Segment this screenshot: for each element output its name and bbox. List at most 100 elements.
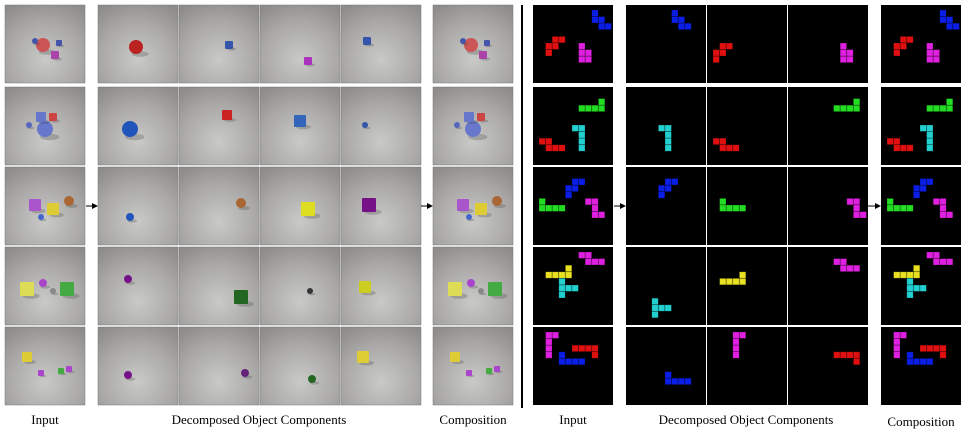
block [598, 23, 604, 29]
block [933, 50, 939, 56]
block [733, 339, 739, 345]
object [51, 51, 59, 59]
block [665, 185, 671, 191]
block [907, 36, 913, 42]
block [913, 192, 919, 198]
block [853, 198, 859, 204]
object [38, 370, 44, 376]
block [585, 56, 591, 62]
image [788, 247, 868, 325]
block [579, 252, 585, 258]
object [464, 112, 474, 122]
block [900, 43, 906, 49]
image [626, 247, 706, 325]
block [559, 285, 565, 291]
block [579, 105, 585, 111]
image [260, 5, 340, 83]
image [341, 167, 421, 245]
block [713, 138, 719, 144]
block [685, 378, 691, 384]
column-label: Decomposed Object Components [659, 412, 834, 427]
block [665, 305, 671, 311]
block [565, 285, 571, 291]
block [672, 179, 678, 185]
block [665, 138, 671, 144]
block [726, 278, 732, 284]
object [66, 366, 72, 372]
block [900, 145, 906, 151]
block [592, 345, 598, 351]
block [672, 17, 678, 23]
block [539, 198, 545, 204]
object [236, 198, 246, 208]
block [652, 311, 658, 317]
block [546, 332, 552, 338]
block [907, 278, 913, 284]
image [341, 327, 421, 405]
block [678, 23, 684, 29]
block [552, 272, 558, 278]
object [454, 122, 460, 128]
block [559, 205, 565, 211]
block [572, 358, 578, 364]
block [652, 305, 658, 311]
object [124, 275, 132, 283]
block [913, 358, 919, 364]
block [834, 259, 840, 265]
block [927, 345, 933, 351]
image [707, 167, 787, 245]
block [559, 272, 565, 278]
block [853, 205, 859, 211]
object [363, 37, 371, 45]
block [739, 278, 745, 284]
block [546, 138, 552, 144]
block [860, 212, 866, 218]
object [494, 366, 500, 372]
image [98, 327, 178, 405]
block [840, 105, 846, 111]
block [739, 332, 745, 338]
block [940, 212, 946, 218]
block [953, 23, 959, 29]
object [359, 281, 371, 293]
block [733, 205, 739, 211]
object [129, 40, 143, 54]
block [552, 36, 558, 42]
block [546, 345, 552, 351]
object [484, 40, 490, 46]
block [546, 145, 552, 151]
block [552, 205, 558, 211]
block [733, 332, 739, 338]
block [739, 272, 745, 278]
block [605, 23, 611, 29]
block [853, 212, 859, 218]
block [733, 278, 739, 284]
object [234, 290, 248, 304]
block [598, 17, 604, 23]
block [720, 43, 726, 49]
block [678, 17, 684, 23]
block [853, 358, 859, 364]
object [60, 282, 74, 296]
block [853, 265, 859, 271]
block [585, 198, 591, 204]
block [927, 145, 933, 151]
block [900, 272, 906, 278]
block [685, 23, 691, 29]
block [733, 145, 739, 151]
object [475, 203, 487, 215]
object [362, 122, 368, 128]
image [707, 327, 787, 405]
block [592, 259, 598, 265]
block [940, 17, 946, 23]
block [592, 198, 598, 204]
block [933, 105, 939, 111]
image [260, 327, 340, 405]
object [457, 199, 469, 211]
block [853, 105, 859, 111]
block [658, 192, 664, 198]
block [665, 145, 671, 151]
object [466, 214, 472, 220]
block [739, 205, 745, 211]
block [927, 358, 933, 364]
